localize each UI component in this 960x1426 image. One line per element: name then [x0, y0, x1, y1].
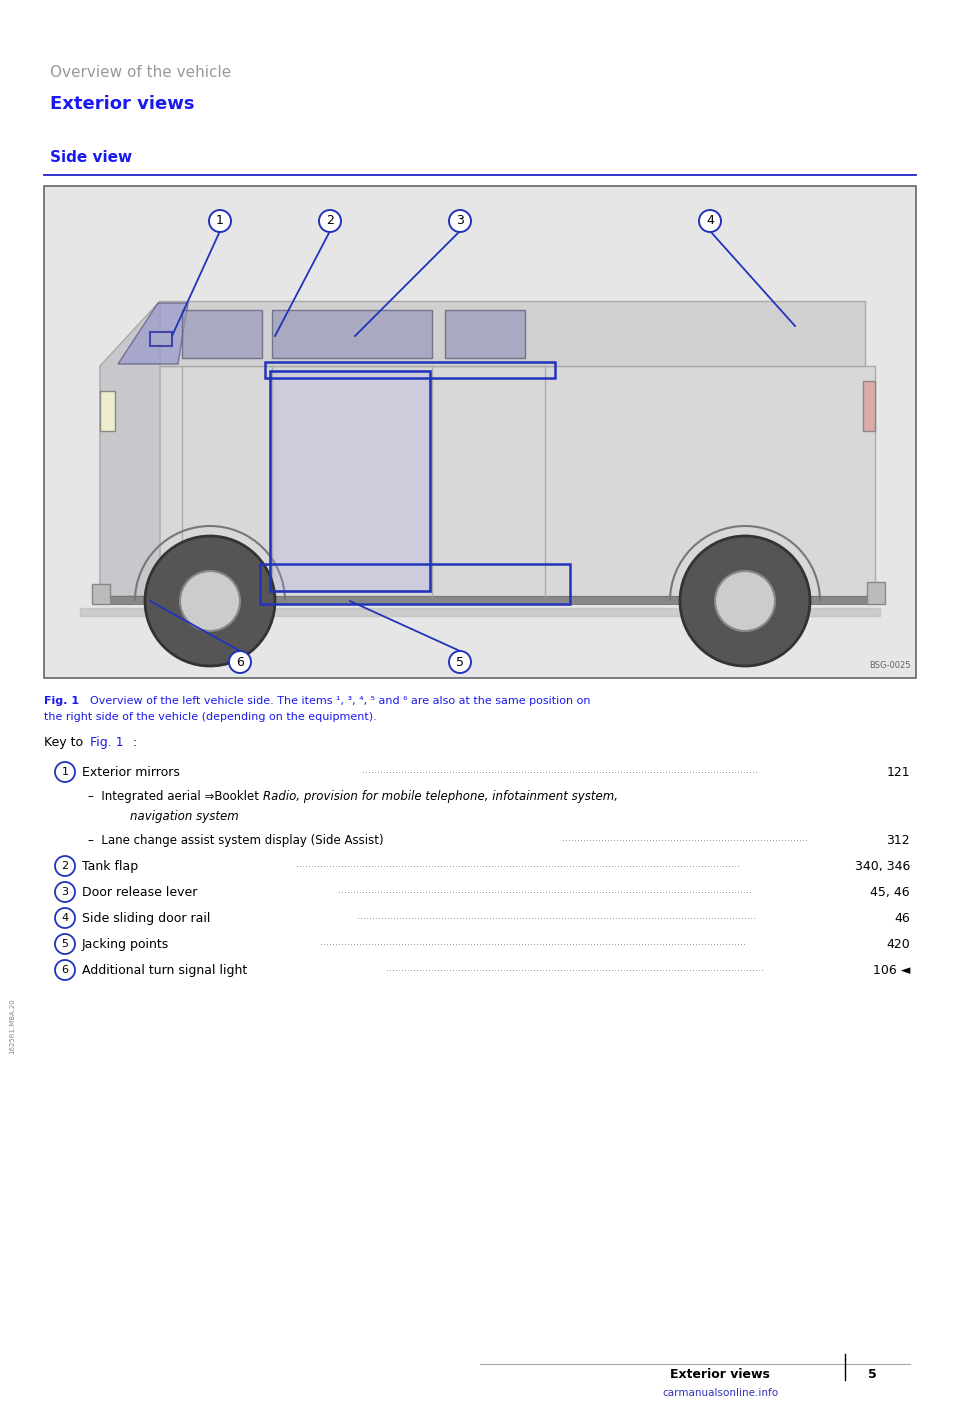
Text: Side sliding door rail: Side sliding door rail [82, 913, 210, 925]
Polygon shape [118, 302, 188, 364]
Text: 3: 3 [61, 887, 68, 897]
Text: Fig. 1: Fig. 1 [90, 736, 124, 749]
Circle shape [449, 210, 471, 232]
Text: 6: 6 [236, 656, 244, 669]
Text: 106 ◄: 106 ◄ [873, 964, 910, 977]
Text: 2: 2 [326, 214, 334, 228]
Circle shape [55, 856, 75, 876]
Text: 4: 4 [706, 214, 714, 228]
Bar [182, 309, 262, 358]
Bar [445, 309, 525, 358]
Text: 121: 121 [886, 766, 910, 779]
Circle shape [55, 960, 75, 980]
Text: ................................................................................: ........................................… [320, 937, 746, 947]
Text: ................................................................................: ........................................… [386, 963, 764, 973]
Text: Exterior views: Exterior views [50, 96, 195, 113]
Bar [100, 366, 875, 596]
Bar [44, 185, 916, 677]
Text: Side view: Side view [50, 150, 132, 165]
Text: ................................................................................: ........................................… [562, 833, 808, 843]
Text: –  Integrated aerial ⇒Booklet: – Integrated aerial ⇒Booklet [88, 790, 263, 803]
Text: Exterior mirrors: Exterior mirrors [82, 766, 180, 779]
Bar [150, 332, 172, 347]
Text: 1: 1 [61, 767, 68, 777]
Text: 5: 5 [868, 1368, 876, 1380]
Text: 45, 46: 45, 46 [871, 886, 910, 898]
Text: BSG-0025: BSG-0025 [870, 662, 911, 670]
Text: Fig. 1: Fig. 1 [44, 696, 79, 706]
Text: 4: 4 [61, 913, 68, 923]
Polygon shape [100, 301, 160, 596]
Circle shape [680, 536, 810, 666]
Text: :: : [133, 736, 137, 749]
Text: ................................................................................: ........................................… [296, 858, 740, 868]
Bar [100, 391, 115, 431]
Circle shape [55, 883, 75, 903]
Text: Door release lever: Door release lever [82, 886, 198, 898]
Circle shape [449, 652, 471, 673]
Text: –  Lane change assist system display (Side Assist): – Lane change assist system display (Sid… [88, 834, 384, 847]
Circle shape [55, 908, 75, 928]
Bar [265, 362, 555, 378]
Text: ................................................................................: ........................................… [362, 764, 758, 774]
Text: Jacking points: Jacking points [82, 938, 169, 951]
Text: 420: 420 [886, 938, 910, 951]
Circle shape [55, 761, 75, 781]
Circle shape [715, 570, 775, 630]
Text: Exterior views: Exterior views [670, 1368, 770, 1380]
Bar [272, 309, 432, 358]
Bar [92, 585, 110, 605]
Text: 5: 5 [61, 938, 68, 948]
Circle shape [145, 536, 275, 666]
Text: ................................................................................: ........................................… [338, 886, 752, 896]
Circle shape [319, 210, 341, 232]
Circle shape [229, 652, 251, 673]
Text: 312: 312 [886, 834, 910, 847]
Polygon shape [120, 301, 865, 366]
Circle shape [209, 210, 231, 232]
Bar [863, 381, 875, 431]
Text: 3: 3 [456, 214, 464, 228]
Bar [270, 371, 430, 590]
Text: Tank flap: Tank flap [82, 860, 138, 873]
Circle shape [699, 210, 721, 232]
Text: ................................................................................: ........................................… [357, 911, 756, 921]
Text: carmanualsonline.info: carmanualsonline.info [662, 1387, 778, 1397]
Circle shape [55, 934, 75, 954]
Text: 46: 46 [895, 913, 910, 925]
Bar [100, 596, 875, 605]
Text: Overview of the vehicle: Overview of the vehicle [50, 66, 231, 80]
Bar [270, 371, 430, 590]
Text: 6: 6 [61, 965, 68, 975]
Text: Radio, provision for mobile telephone, infotainment system,: Radio, provision for mobile telephone, i… [263, 790, 618, 803]
Text: navigation system: navigation system [130, 810, 239, 823]
Text: Overview of the left vehicle side. The items ¹, ³, ⁴, ⁵ and ⁶ are also at the sa: Overview of the left vehicle side. The i… [90, 696, 590, 706]
Text: 1: 1 [216, 214, 224, 228]
Text: 2: 2 [61, 861, 68, 871]
Circle shape [180, 570, 240, 630]
Text: Additional turn signal light: Additional turn signal light [82, 964, 248, 977]
Text: Key to: Key to [44, 736, 87, 749]
Text: the right side of the vehicle (depending on the equipment).: the right side of the vehicle (depending… [44, 712, 376, 722]
Text: 340, 346: 340, 346 [854, 860, 910, 873]
Text: 5: 5 [456, 656, 464, 669]
Bar [867, 582, 885, 605]
Text: 1625R1.MBA.20: 1625R1.MBA.20 [9, 998, 15, 1054]
Bar [260, 565, 570, 605]
